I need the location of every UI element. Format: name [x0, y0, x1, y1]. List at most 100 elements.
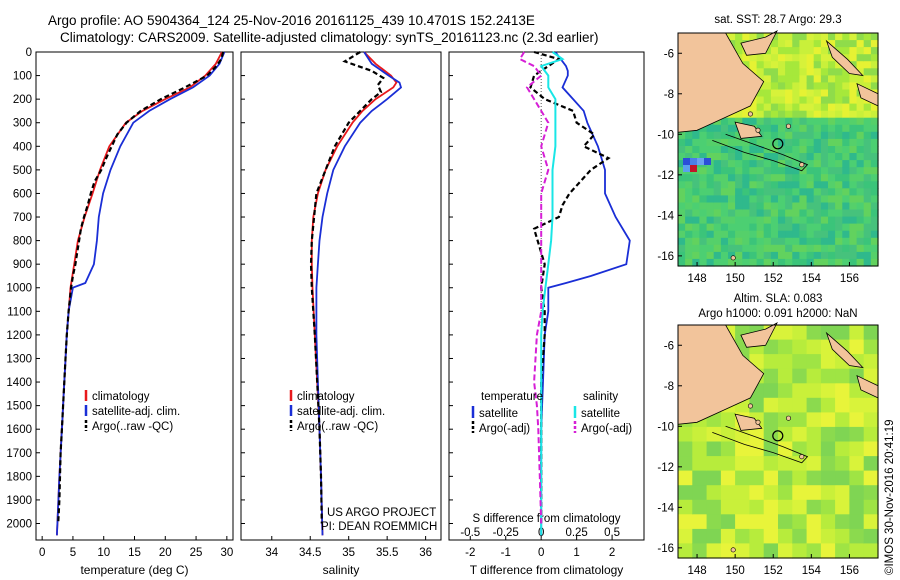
sst_map-cell — [678, 209, 686, 218]
sst_map-cell — [756, 174, 765, 182]
sst_map-cell — [806, 258, 815, 267]
sla_map-island — [747, 403, 753, 409]
sst_map-cell — [856, 110, 865, 119]
sst_map-cell — [770, 230, 779, 239]
sst_map-cell — [749, 103, 758, 112]
sla_map-cell — [749, 499, 765, 515]
sla_map-cell — [792, 485, 808, 501]
sst_map-cell — [863, 230, 872, 239]
sst_map-cell — [735, 202, 743, 211]
sst_map-cell — [770, 188, 779, 196]
sla_map-cell — [835, 397, 850, 413]
sst_map-cell — [870, 216, 879, 225]
sst_map-cell — [856, 146, 865, 154]
sst_map-cell — [863, 124, 872, 133]
sst_map-cell — [735, 195, 743, 204]
sst_map-cell — [820, 230, 829, 239]
sst_map-cell — [778, 202, 786, 211]
sla_map-cell — [792, 543, 808, 559]
sst_map-land — [740, 30, 778, 56]
sst_map-cell — [813, 146, 822, 154]
sst_map-cell — [792, 237, 800, 246]
sst_map-cell — [870, 244, 879, 253]
sla_map-xtick-label: 150 — [726, 565, 745, 577]
sla_map-cell — [778, 499, 793, 515]
sst_map-cell — [785, 82, 793, 91]
temperature-series-argo-raw-qc- — [57, 51, 225, 524]
sst_map-cell — [813, 216, 822, 225]
sla_map-cell — [849, 528, 865, 545]
sst_map-cell — [792, 216, 800, 225]
sla_map-cell — [763, 456, 779, 472]
sst_map-cell — [828, 153, 836, 161]
sst_map-cell — [863, 61, 872, 69]
sla_map-cell — [849, 397, 865, 413]
sla_map-cell — [778, 543, 793, 559]
sst_map-cell — [813, 223, 822, 232]
sst_map-cell — [849, 202, 858, 211]
sst_map-cell — [785, 258, 793, 267]
sst_map-cell — [706, 188, 715, 196]
sst_map-cell — [742, 188, 750, 196]
sst_map-reef-contour — [712, 133, 809, 172]
sla_map-cell — [763, 470, 779, 486]
sst_map-cell — [685, 216, 693, 225]
sst_map-cell — [799, 40, 808, 48]
temperature-xtick-label: 5 — [70, 547, 76, 559]
temperature-legend-label: Argo(..raw -QC) — [92, 421, 173, 433]
sst_map-cell — [799, 110, 808, 119]
sst_map-cell — [720, 181, 729, 189]
sla_map-argo-location — [772, 430, 784, 442]
sst_map-cell — [699, 216, 708, 225]
temperature-xtick-label: 30 — [220, 547, 233, 559]
difference-x2tick-label: 0.5 — [604, 527, 620, 539]
sst_map-cell — [806, 223, 815, 232]
sst_map-cell — [842, 195, 850, 204]
sst_map-cell — [849, 216, 858, 225]
sst_map-cell — [813, 117, 822, 126]
sst_map-cell — [792, 209, 800, 218]
sst_map-cell — [849, 124, 858, 133]
sst_map-cell — [692, 216, 700, 225]
sst_map-cell — [849, 160, 858, 168]
sst_map-cell — [792, 174, 800, 182]
sst_map-cell — [685, 188, 693, 196]
sst_map-cell — [699, 244, 708, 253]
sst_map-cell — [785, 117, 793, 126]
sst_map-cell — [813, 68, 822, 76]
sla_map-cell — [820, 412, 836, 428]
sst-map-anomaly-cell — [690, 158, 697, 165]
sst_map-cell — [706, 195, 715, 204]
sla_map-ytick-label: -6 — [664, 340, 674, 352]
sst_map-cell — [742, 54, 750, 62]
sst_map-cell — [828, 160, 836, 168]
sst_map-cell — [728, 195, 736, 204]
sst_map-cell — [806, 195, 815, 204]
sst_map-cell — [792, 47, 800, 55]
sla_map-cell — [863, 354, 879, 370]
sst_map-cell — [870, 209, 879, 218]
sst_map-cell — [728, 230, 736, 239]
sst_map-cell — [792, 33, 800, 41]
sst_map-cell — [720, 251, 729, 260]
difference-x2tick-label: 0.25 — [565, 527, 587, 539]
sst_map-cell — [678, 174, 686, 182]
sst_map-cell — [735, 110, 743, 119]
sst_map-cell — [742, 110, 750, 119]
sst_map-cell — [742, 223, 750, 232]
sst_map-cell — [792, 110, 800, 119]
sst_map-cell — [849, 223, 858, 232]
sst_map-cell — [785, 223, 793, 232]
sla_map-cell — [792, 528, 808, 545]
sst_map-cell — [813, 33, 822, 41]
sst_map-cell — [806, 33, 815, 41]
sst_map-cell — [749, 146, 758, 154]
sst_map-cell — [742, 237, 750, 246]
sst_map-cell — [785, 54, 793, 62]
sst_map-xtick-label: 150 — [726, 273, 745, 285]
sla_map-island — [755, 419, 761, 425]
sla_map-cell — [806, 368, 822, 384]
sla_map-cell — [692, 485, 708, 501]
sst_map-cell — [720, 202, 729, 211]
sla_map-cell — [792, 441, 808, 457]
